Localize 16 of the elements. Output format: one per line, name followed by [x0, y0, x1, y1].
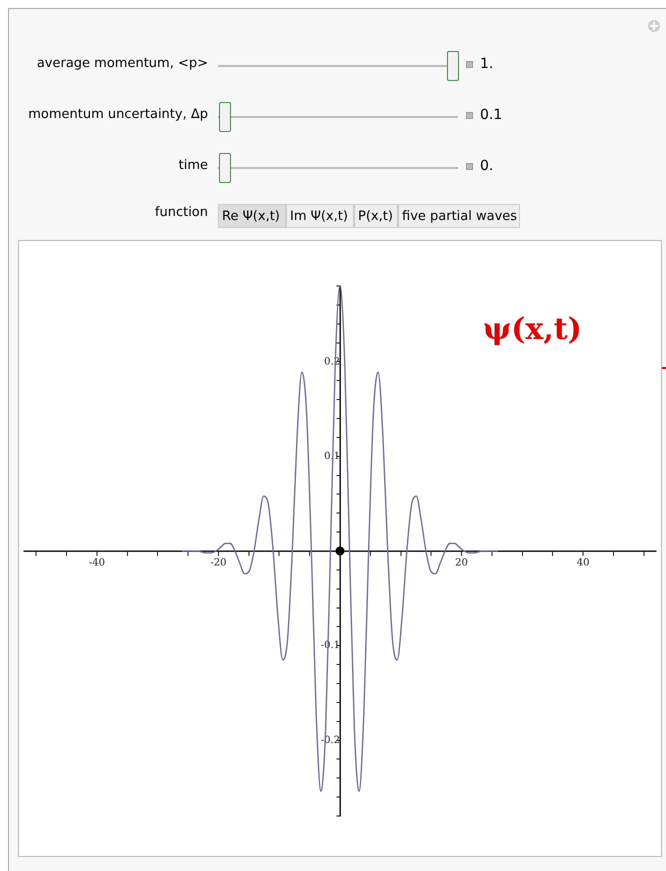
text: time	[178, 158, 208, 173]
annotation: ψ(x,t)	[483, 312, 582, 347]
text: 0.1	[480, 107, 502, 123]
text: Im Ψ(x,t)	[286, 204, 354, 228]
text: momentum uncertainty, Δp	[27, 107, 208, 122]
text: Re Ψ(x,t)	[218, 204, 286, 228]
text: five partial waves	[398, 204, 520, 228]
text: 0.	[480, 158, 494, 174]
x-tick-label: -20	[210, 558, 227, 569]
x-tick-label: -40	[88, 558, 105, 569]
x-tick-label: 20	[455, 558, 468, 569]
text: 1.	[480, 56, 494, 72]
x-tick-label: 40	[576, 558, 590, 569]
text: function	[154, 205, 208, 220]
text: P(x,t)	[354, 204, 398, 228]
text: average momentum, <p>	[36, 56, 208, 71]
